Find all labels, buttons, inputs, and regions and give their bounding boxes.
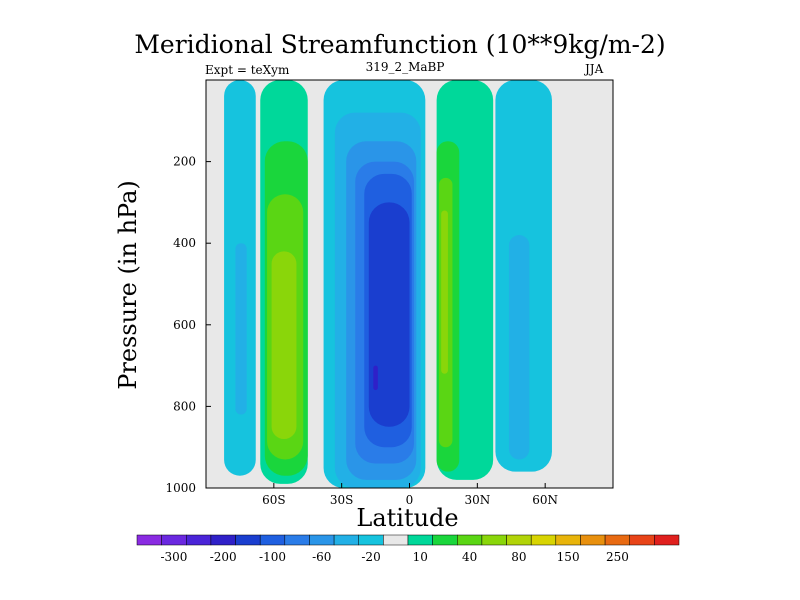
x-tick-label: 60S <box>262 493 286 507</box>
contour-region <box>235 243 247 415</box>
colorbar-swatch <box>136 534 162 546</box>
colorbar-swatch <box>506 534 532 546</box>
colorbar-swatch <box>383 534 409 546</box>
colorbar-swatch <box>259 534 286 546</box>
colorbar-swatch <box>186 534 212 546</box>
colorbar-swatch <box>309 534 335 546</box>
chart-title: Meridional Streamfunction (10**9kg/m-2) <box>134 30 666 59</box>
colorbar-label: 80 <box>511 550 526 564</box>
colorbar-swatch <box>654 534 680 546</box>
x-tick-label: 30N <box>464 493 490 507</box>
y-tick-label: 200 <box>173 155 196 169</box>
colorbar-swatch <box>457 534 483 546</box>
colorbar-label: -100 <box>259 550 286 564</box>
colorbar-swatch <box>210 534 236 546</box>
y-tick-label: 1000 <box>165 481 196 495</box>
x-tick-label: 60N <box>532 493 558 507</box>
colorbar-swatch <box>432 534 458 546</box>
colorbar-swatch <box>284 534 310 546</box>
colorbar-swatch <box>481 534 507 546</box>
x-tick-label: 0 <box>406 493 414 507</box>
colorbar-label: 40 <box>462 550 477 564</box>
run-label: 319_2_MaBP <box>365 60 445 74</box>
x-axis-ticks: 60S 30S 0 30N 60N <box>262 483 558 507</box>
colorbar-swatch <box>235 534 261 546</box>
x-axis-label: Latitude <box>356 504 459 532</box>
colorbar-swatch <box>580 534 606 546</box>
colorbar-label: 250 <box>606 550 629 564</box>
contour-region <box>373 365 378 391</box>
contour-region <box>508 235 530 460</box>
x-tick-label: 30S <box>330 493 354 507</box>
colorbar-label: -60 <box>312 550 331 564</box>
colorbar-swatch <box>629 534 655 546</box>
y-axis-ticks: 200 400 600 800 1000 <box>165 155 211 495</box>
colorbar-swatch <box>161 534 187 546</box>
colorbar-swatch <box>604 534 630 546</box>
colorbar-swatch <box>407 534 433 546</box>
colorbar-swatch <box>333 534 359 546</box>
colorbar-label: -200 <box>210 550 237 564</box>
y-tick-label: 400 <box>173 236 196 250</box>
colorbar-label: 150 <box>557 550 580 564</box>
contour-region <box>271 251 297 440</box>
contour-fields <box>206 80 613 488</box>
contour-region <box>441 210 448 374</box>
colorbar-swatch <box>358 534 384 546</box>
colorbar-swatch <box>555 534 581 546</box>
colorbar-label: -300 <box>160 550 187 564</box>
contour-region <box>368 202 410 427</box>
colorbar: -300 -200 -100 -60 -20 10 40 80 150 250 <box>136 534 680 564</box>
y-tick-label: 600 <box>173 318 196 332</box>
colorbar-swatch <box>530 534 557 546</box>
experiment-label: Expt = teXym <box>205 63 290 77</box>
season-label: JJA <box>585 62 604 76</box>
y-tick-label: 800 <box>173 399 196 413</box>
colorbar-label: 10 <box>413 550 428 564</box>
colorbar-label: -20 <box>361 550 380 564</box>
